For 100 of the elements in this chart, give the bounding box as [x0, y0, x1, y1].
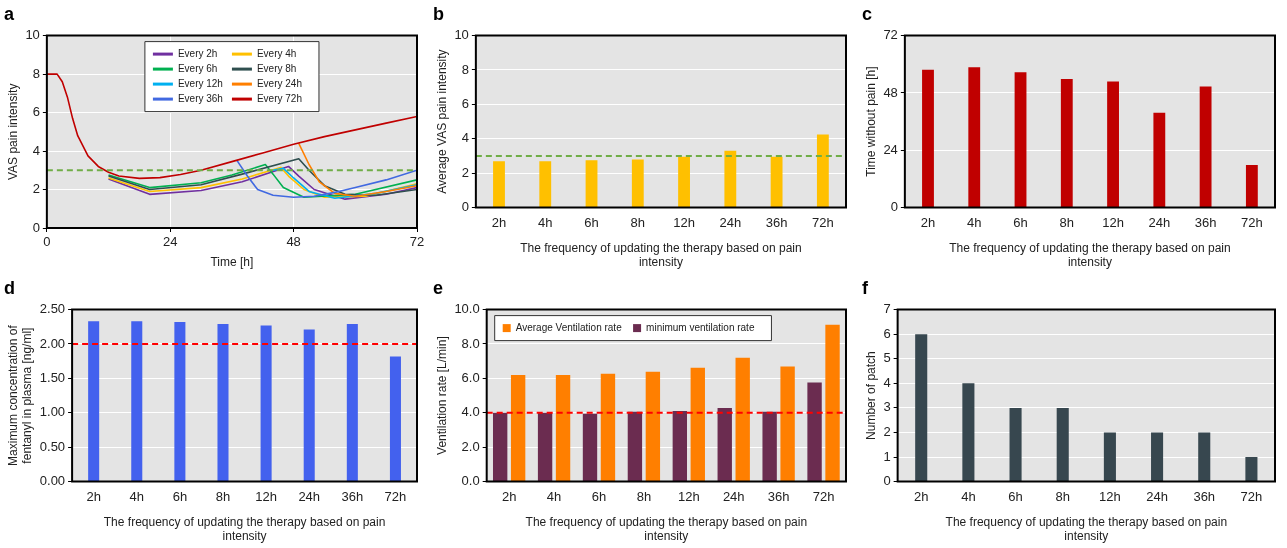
- y-tick-label: 8: [32, 65, 40, 81]
- legend-label: Every 6h: [177, 62, 218, 74]
- y-tick-label: 10: [454, 27, 469, 43]
- x-tick-label: 2h: [920, 214, 936, 230]
- y-tick-label: 4: [32, 142, 40, 158]
- bar: [510, 374, 526, 482]
- chart-title: d: [4, 277, 15, 298]
- bar: [690, 367, 705, 482]
- y-tick-label: 1: [883, 448, 891, 464]
- legend-label: minimum ventilation rate: [646, 321, 755, 333]
- x-tick-label: 36h: [1194, 214, 1217, 230]
- y-tick-label: 6: [883, 325, 891, 341]
- y-tick-label: 2.0: [461, 438, 480, 454]
- x-tick-label: 12h: [1102, 214, 1124, 230]
- x-tick-label: 72h: [812, 214, 834, 230]
- bar: [303, 329, 315, 482]
- legend-label: Every 2h: [177, 47, 218, 59]
- bar: [1107, 81, 1119, 208]
- bar: [1151, 432, 1164, 482]
- y-axis-title: Maximum concentration of fentanyl in plasma [ng/ml]: [5, 324, 34, 466]
- y-tick-label: 0: [883, 473, 891, 489]
- y-tick-label: 72: [883, 27, 898, 43]
- x-axis-title: The frequency of updating the therapy based on pain intensity: [525, 514, 808, 544]
- x-axis-title: The frequency of updating the therapy based on pain intensity: [949, 240, 1231, 270]
- bar: [555, 374, 571, 482]
- x-tick-label: 8h: [1059, 214, 1075, 230]
- x-tick-label: 12h: [677, 488, 700, 504]
- y-tick-label: 6: [461, 95, 469, 111]
- y-tick-label: 6: [32, 104, 40, 120]
- x-tick-label: 6h: [584, 214, 599, 230]
- bar: [1199, 86, 1212, 208]
- x-tick-label: 72h: [1240, 488, 1263, 504]
- bar: [1198, 432, 1211, 482]
- bar: [816, 134, 829, 208]
- x-tick-label: 2h: [913, 488, 929, 504]
- x-tick-label: 36h: [767, 488, 790, 504]
- bar: [922, 69, 934, 208]
- y-tick-label: 8.0: [461, 335, 480, 351]
- chart-title: e: [433, 277, 444, 298]
- y-tick-label: 0: [461, 199, 469, 215]
- y-tick-label: 4: [461, 130, 469, 146]
- legend-label: Every 12h: [177, 77, 223, 89]
- x-axis-title: The frequency of updating the therapy based on pain intensity: [520, 240, 802, 270]
- x-tick-label: 36h: [341, 488, 364, 504]
- bar: [807, 382, 822, 482]
- bar: [493, 161, 505, 208]
- y-tick-label: 48: [883, 84, 898, 100]
- x-tick-label: 6h: [591, 488, 607, 504]
- bar: [260, 325, 272, 482]
- legend-label: Average Ventilation rate: [515, 321, 623, 333]
- y-tick-label: 2: [883, 424, 891, 440]
- bar: [717, 407, 732, 482]
- y-axis-title: Ventilation rate [L/min]: [434, 336, 449, 455]
- y-tick-label: 0: [890, 199, 898, 215]
- bar: [389, 356, 401, 482]
- y-tick-label: 0.0: [461, 473, 480, 489]
- x-tick-label: 2h: [86, 488, 101, 504]
- x-tick-label: 8h: [215, 488, 231, 504]
- y-tick-label: 1.00: [39, 404, 66, 420]
- bar: [770, 156, 783, 208]
- bar: [1153, 112, 1166, 208]
- y-tick-label: 4.0: [461, 404, 480, 420]
- x-tick-label: 6h: [1013, 214, 1028, 230]
- x-tick-label: 4h: [961, 488, 976, 504]
- x-tick-label: 72: [409, 234, 425, 250]
- x-tick-label: 72h: [384, 488, 407, 504]
- y-tick-label: 2: [461, 164, 469, 180]
- x-tick-label: 36h: [1193, 488, 1216, 504]
- x-tick-label: 4h: [129, 488, 144, 504]
- bar: [915, 334, 928, 482]
- bar: [627, 411, 643, 482]
- chart-title: f: [862, 277, 869, 298]
- y-tick-label: 8: [461, 61, 469, 77]
- x-tick-label: 8h: [630, 214, 646, 230]
- y-tick-label: 0.00: [39, 473, 66, 489]
- bar: [825, 324, 840, 482]
- bar: [762, 411, 777, 482]
- bar: [968, 67, 981, 208]
- bar: [600, 373, 616, 482]
- legend-label: Every 24h: [256, 77, 302, 89]
- x-axis-title: Time [h]: [210, 255, 254, 270]
- bar: [174, 321, 186, 482]
- x-axis-title: The frequency of updating the therapy based on pain intensity: [945, 514, 1228, 544]
- bar: [131, 321, 143, 482]
- y-axis-title: Time without pain [h]: [863, 66, 878, 177]
- x-tick-label: 4h: [538, 214, 553, 230]
- x-tick-label: 12h: [1099, 488, 1121, 504]
- bar: [585, 160, 598, 208]
- x-tick-label: 12h: [255, 488, 277, 504]
- y-axis-title: Number of patch: [863, 351, 878, 440]
- y-tick-label: 2: [32, 181, 40, 197]
- x-tick-label: 24: [163, 234, 178, 250]
- bar: [539, 161, 552, 208]
- x-tick-label: 72h: [1241, 214, 1263, 230]
- x-tick-label: 24h: [1148, 214, 1171, 230]
- bar: [582, 413, 598, 482]
- bar: [1060, 79, 1073, 208]
- y-axis-title: VAS pain intensity: [5, 83, 20, 181]
- legend-label: Every 72h: [256, 92, 302, 104]
- y-tick-label: 7: [883, 301, 891, 317]
